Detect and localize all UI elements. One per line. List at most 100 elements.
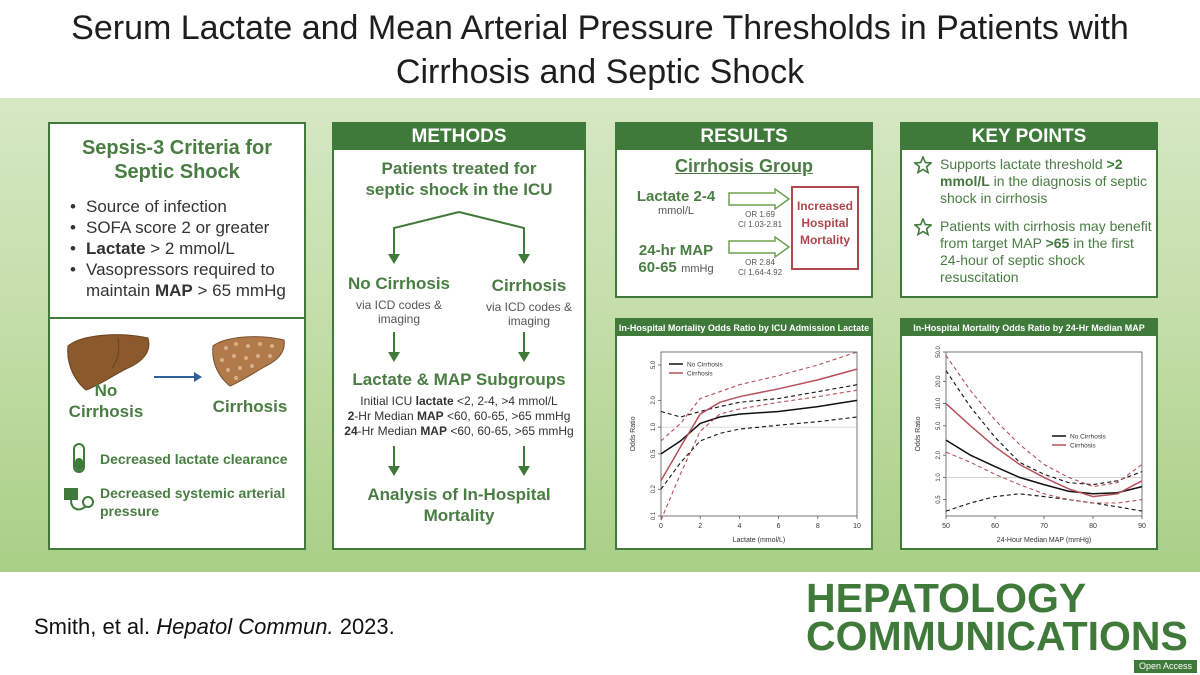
x-tick-label: 2	[698, 523, 702, 530]
feature-lactate-clearance: Decreased lactate clearance	[100, 451, 288, 467]
arrows-to-analysis	[388, 446, 530, 476]
healthy-liver-icon	[67, 334, 150, 391]
legend-label: No Cirrhosis	[1070, 434, 1107, 441]
no-cirrhosis-method: via ICD codes & imaging	[355, 298, 443, 326]
legend-label: No Cirrhosis	[687, 362, 724, 369]
legend-label: Cirrhosis	[1070, 443, 1096, 450]
cirrhosis-method: via ICD codes & imaging	[485, 300, 573, 328]
series-line	[660, 368, 858, 481]
star-icon	[914, 218, 932, 236]
y-tick-label: 0.2	[651, 484, 657, 493]
ci-upper-line	[945, 355, 1143, 488]
key-points-header: KEY POINTS	[902, 124, 1156, 150]
y-tick-label: 50.0	[936, 346, 942, 358]
arrows-to-subgroups	[388, 332, 530, 362]
y-tick-label: 10.0	[936, 397, 942, 409]
x-tick-label: 8	[816, 523, 820, 530]
map-chart-panel: In-Hospital Mortality Odds Ratio by 24-H…	[900, 318, 1158, 550]
series-line	[945, 439, 1143, 495]
y-tick-label: 1.0	[936, 473, 942, 482]
key-points-panel: KEY POINTS Supports lactate threshold >2…	[900, 122, 1158, 298]
subgroup-2hr-map: 2-Hr Median MAP <60, 60-65, >65 mmHg	[347, 409, 571, 423]
y-axis-label: Odds Ratio	[630, 416, 637, 451]
ci-lower-line	[945, 493, 1143, 512]
y-tick-label: 0.5	[936, 495, 942, 504]
methods-header: METHODS	[334, 124, 584, 150]
divider	[50, 317, 304, 319]
sepsis-criteria-panel: Sepsis-3 Criteria for Septic Shock Sourc…	[48, 122, 306, 550]
citation: Smith, et al. Hepatol Commun. 2023.	[34, 614, 395, 639]
sepsis-title: Sepsis-3 Criteria for Septic Shock	[81, 137, 273, 183]
y-tick-label: 5.0	[936, 421, 942, 430]
y-tick-label: 20.0	[936, 375, 942, 387]
title-line-1: Serum Lactate and Mean Arterial Pressure…	[71, 9, 1129, 47]
journal-logo-line1: HEPATOLOGY	[806, 575, 1087, 621]
ci-upper-line	[660, 384, 858, 418]
key-point-map: Patients with cirrhosis may benefit from…	[940, 218, 1152, 285]
ci-upper-line	[945, 370, 1143, 486]
lactate-arrow-icon	[728, 188, 791, 210]
lactate-odds-chart: 0 2 4 6 8 10 0.1 0.2 0.5 1.0 2.0 5.0 Lactate (mmol/L…	[630, 351, 861, 544]
branch-arrows	[388, 211, 530, 264]
criteria-item: Vasopressors required to maintain MAP > …	[70, 259, 304, 301]
subgroup-24hr-map: 24-Hr Median MAP <60, 60-65, >65 mmHg	[344, 424, 574, 438]
x-tick-label: 0	[659, 523, 663, 530]
chart-title: In-Hospital Mortality Odds Ratio by ICU …	[617, 320, 871, 336]
y-tick-label: 2.0	[651, 396, 657, 405]
y-tick-label: 5.0	[651, 360, 657, 369]
page-title: Serum Lactate and Mean Arterial Pressure…	[0, 6, 1200, 94]
map-result: 24-hr MAP 60-65 mmHg	[638, 242, 714, 276]
feature-arterial-pressure: Decreased systemic arterial pressure	[100, 485, 286, 519]
arrow-right-icon	[154, 372, 202, 382]
map-odds-chart: 50 60 70 80 90 0.5 1.0 2.0 5.0 10.0 20.0 50.0 24-Hou…	[915, 346, 1146, 544]
y-tick-label: 0.1	[651, 511, 657, 520]
analysis-title: Analysis of In-Hospital Mortality	[367, 485, 551, 525]
x-tick-label: 10	[853, 523, 861, 530]
criteria-item: Lactate > 2 mmol/L	[70, 238, 304, 259]
title-line-2: Cirrhosis and Septic Shock	[395, 53, 805, 91]
x-tick-label: 90	[1138, 523, 1146, 530]
results-panel: RESULTS Cirrhosis Group Lactate 2-4 mmol…	[615, 122, 873, 298]
increased-mortality-box: Increased Hospital Mortality	[791, 186, 859, 270]
x-axis-label: Lactate (mmol/L)	[733, 537, 786, 544]
lactate-result: Lactate 2-4 mmol/L	[636, 188, 716, 217]
x-tick-label: 60	[991, 523, 999, 530]
ci-lower-line	[660, 416, 858, 490]
plot-frame	[660, 351, 858, 517]
map-or: OR 2.84 CI 1.64-4.92	[737, 258, 783, 277]
star-icon	[914, 156, 932, 174]
criteria-item: Source of infection	[70, 196, 304, 217]
y-tick-label: 0.5	[651, 449, 657, 458]
ci-upper-line	[660, 351, 858, 442]
y-tick-label: 1.0	[651, 422, 657, 431]
criteria-item: SOFA score 2 or greater	[70, 217, 304, 238]
cirrhosis-label: Cirrhosis	[212, 397, 288, 416]
x-tick-label: 70	[1040, 523, 1048, 530]
y-tick-label: 2.0	[936, 450, 942, 459]
series-line	[945, 403, 1143, 498]
x-axis-label: 24-Hour Median MAP (mmHg)	[997, 537, 1091, 544]
journal-logo-line2: COMMUNICATIONS	[806, 613, 1188, 659]
cirrhosis-group-title: Cirrhosis Group	[674, 156, 813, 176]
legend-label: Cirrhosis	[687, 371, 713, 378]
key-point-lactate: Supports lactate threshold >2 mmol/L in …	[940, 156, 1147, 206]
lactate-chart-panel: In-Hospital Mortality Odds Ratio by ICU …	[615, 318, 873, 550]
no-cirrhosis-group: No Cirrhosis	[347, 274, 451, 293]
ci-lower-line	[660, 389, 858, 521]
y-axis-label: Odds Ratio	[915, 416, 922, 451]
cirrhosis-group: Cirrhosis	[491, 276, 567, 295]
x-tick-label: 50	[942, 523, 950, 530]
ci-lower-line	[945, 451, 1143, 504]
test-tube-icon	[73, 443, 85, 473]
methods-patients: Patients treated for septic shock in the…	[365, 159, 553, 199]
subgroups-title: Lactate & MAP Subgroups	[352, 370, 566, 389]
open-access-badge: Open Access	[1134, 660, 1198, 673]
plot-frame	[945, 351, 1143, 517]
x-tick-label: 4	[737, 523, 741, 530]
chart-title: In-Hospital Mortality Odds Ratio by 24-H…	[902, 320, 1156, 336]
x-tick-label: 80	[1089, 523, 1097, 530]
blood-pressure-icon	[64, 488, 94, 511]
series-line	[660, 399, 858, 455]
subgroup-lactate: Initial ICU lactate <2, 2-4, >4 mmol/L	[360, 394, 558, 408]
x-tick-label: 6	[777, 523, 781, 530]
